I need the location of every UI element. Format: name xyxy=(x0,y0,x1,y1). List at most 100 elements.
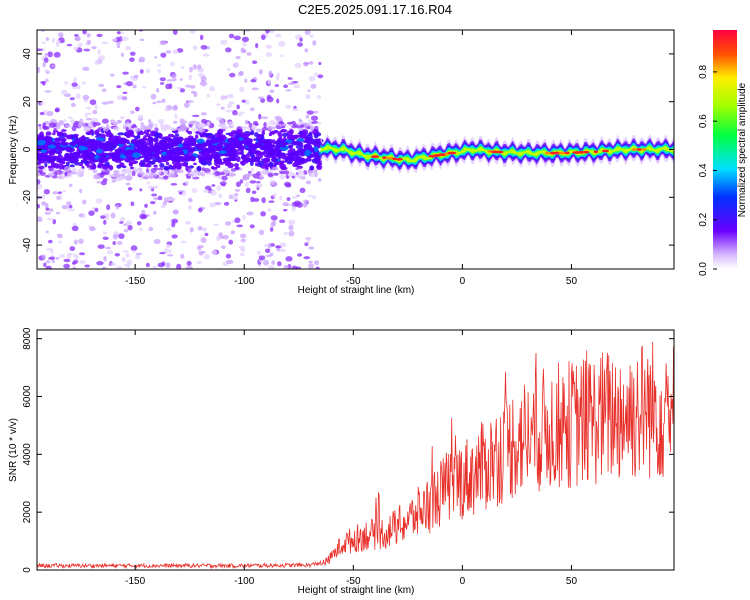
spectrogram-noise-blob xyxy=(133,127,138,132)
spectrogram-noise-blob xyxy=(139,140,146,144)
spectrogram-noise-blob xyxy=(116,241,123,245)
spectrogram-noise-blob xyxy=(306,110,314,115)
spectrogram-noise-blob xyxy=(89,164,97,170)
snr-x-ticks: -150 -100 -50 0 50 xyxy=(125,330,577,587)
spectrogram-noise-blob xyxy=(201,171,206,175)
spectrogram-noise-blob xyxy=(282,202,289,207)
spectrogram-noise-blob xyxy=(288,230,295,237)
spectrogram-noise-blob xyxy=(180,162,188,167)
spectrogram-noise-blob xyxy=(75,93,81,99)
snr-y-ticks: 0 2000 4000 6000 8000 xyxy=(22,327,674,573)
spectrogram-noise-blob xyxy=(233,35,241,41)
spectrogram-noise-blob xyxy=(166,79,174,82)
spectrogram-noise-blob xyxy=(317,121,322,125)
spectrogram-noise-blob xyxy=(216,143,224,149)
spectrogram-noise-blob xyxy=(150,93,157,100)
spectrogram-noise-blob xyxy=(53,127,57,132)
spectrogram-noise-blob xyxy=(258,69,263,75)
spectrogram-noise-blob xyxy=(96,180,102,184)
spectrogram-peak xyxy=(395,157,403,161)
spectrogram-noise-blob xyxy=(234,166,240,171)
spectrogram-x-label: Height of straight line (km) xyxy=(298,285,415,296)
spectrogram-noise-blob xyxy=(310,115,319,121)
spectrogram-noise-blob xyxy=(214,201,222,206)
spectrogram-noise-blob xyxy=(163,165,170,171)
spectrogram-noise-blob xyxy=(285,256,293,262)
spectrogram-noise-blob xyxy=(95,148,103,154)
spectrogram-noise-blob xyxy=(154,153,160,159)
spectrogram-y-tick-label: 20 xyxy=(22,96,33,108)
spectrogram-noise-blob xyxy=(230,230,236,235)
spectrogram-noise-blob xyxy=(172,77,177,82)
spectrogram-noise-blob xyxy=(170,61,175,67)
spectrogram-noise-blob xyxy=(269,227,274,232)
spectrogram-noise-blob xyxy=(125,132,132,139)
spectrogram-noise-blob xyxy=(144,203,148,208)
spectrogram-noise-blob xyxy=(69,246,76,252)
spectrogram-noise-blob xyxy=(161,151,167,156)
spectrogram-noise-blob xyxy=(121,96,128,101)
spectrogram-noise-blob xyxy=(225,109,233,113)
spectrogram-noise-blob xyxy=(281,125,286,129)
spectrogram-noise-blob xyxy=(249,224,255,229)
spectrogram-noise-blob xyxy=(148,227,154,232)
spectrogram-noise-blob xyxy=(135,106,140,112)
spectrogram-noise-blob xyxy=(275,139,282,146)
spectrogram-peak xyxy=(593,150,599,154)
spectrogram-noise-blob xyxy=(94,207,99,213)
spectrogram-noise-blob xyxy=(78,42,83,48)
spectrogram-noise-blob xyxy=(233,163,240,168)
spectrogram-noise-blob xyxy=(198,132,205,137)
spectrogram-noise-blob xyxy=(66,134,72,140)
spectrogram-noise-blob xyxy=(295,174,300,178)
spectrogram-noise-blob xyxy=(218,193,223,199)
spectrogram-noise-blob xyxy=(182,142,191,147)
spectrogram-noise-blob xyxy=(152,173,158,177)
spectrogram-noise-blob xyxy=(170,127,177,132)
spectrogram-noise-blob xyxy=(83,160,89,165)
spectrogram-x-ticks: -150 -100 -50 0 50 xyxy=(125,30,577,287)
spectrogram-noise-blob xyxy=(158,176,164,180)
spectrogram-noise-blob xyxy=(209,85,216,92)
spectrogram-noise-blob xyxy=(153,123,158,128)
spectrogram-noise-blob xyxy=(309,147,315,153)
spectrogram-noise-blob xyxy=(109,262,117,266)
spectrogram-noise-blob xyxy=(67,116,73,120)
spectrogram-noise-blob xyxy=(52,219,57,225)
spectrogram-noise-blob xyxy=(58,134,66,139)
spectrogram-peak xyxy=(636,148,642,151)
spectrogram-noise-blob xyxy=(163,170,169,175)
spectrogram-noise-blob xyxy=(263,121,267,128)
spectrogram-noise-blob xyxy=(272,139,276,145)
spectrogram-noise-blob xyxy=(86,112,92,116)
spectrogram-noise-blob xyxy=(275,33,282,38)
colorbar-tick-label: 0.4 xyxy=(698,163,709,177)
spectrogram-noise-blob xyxy=(37,216,43,223)
spectrogram-noise-blob xyxy=(218,150,227,155)
spectrogram-noise-blob xyxy=(71,82,78,87)
spectrogram-noise-blob xyxy=(297,253,303,257)
spectrogram-noise-blob xyxy=(58,240,62,244)
colorbar-tick-label: 0.2 xyxy=(698,212,709,226)
spectrogram-noise-blob xyxy=(44,53,49,57)
spectrogram-noise-blob xyxy=(129,162,133,166)
spectrogram-noise-blob xyxy=(270,221,275,228)
spectrogram-noise-blob xyxy=(37,203,40,209)
spectrogram-noise-blob xyxy=(240,47,245,53)
spectrogram-noise-blob xyxy=(157,170,162,175)
snr-y-tick-label: 0 xyxy=(22,567,33,573)
spectrogram-noise-blob xyxy=(225,253,232,259)
spectrogram-noise-blob xyxy=(79,188,83,194)
spectrogram-noise-blob xyxy=(197,207,203,213)
spectrogram-noise-blob xyxy=(122,250,129,253)
spectrogram-noise-blob xyxy=(291,196,298,199)
spectrogram-noise-blob xyxy=(127,224,133,231)
spectrogram-noise-blob xyxy=(82,66,90,71)
spectrogram-noise-blob xyxy=(299,175,307,179)
spectrogram-noise-blob xyxy=(303,133,307,140)
spectrogram-noise-blob xyxy=(153,157,160,162)
spectrogram-y-tick-label: -20 xyxy=(22,190,33,205)
spectrogram-noise-blob xyxy=(214,157,221,163)
spectrogram-noise-blob xyxy=(41,41,47,44)
snr-x-tick-label: -150 xyxy=(125,576,145,587)
